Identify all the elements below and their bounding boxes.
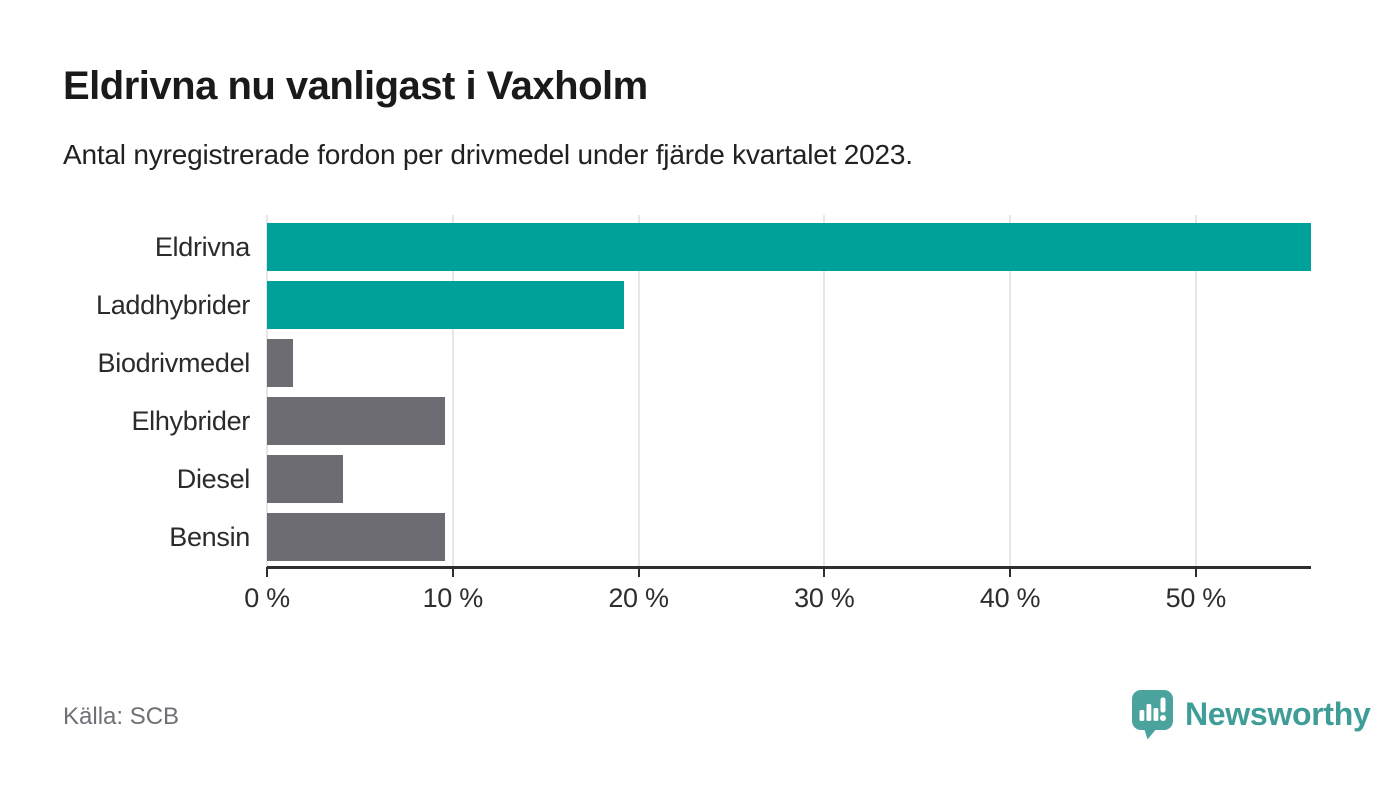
x-tick-label-10%: 10 % <box>422 583 484 613</box>
x-axis-tick <box>1194 567 1197 577</box>
x-tick-label-20%: 20 % <box>608 583 669 613</box>
newsworthy-logo-icon <box>1132 690 1173 740</box>
bar-bensin <box>267 513 446 561</box>
x-tick-label-50%: 50 % <box>1165 583 1227 613</box>
x-axis-tick <box>266 567 268 577</box>
bar-elhybrider <box>267 397 446 445</box>
gridline-40% <box>1009 215 1012 567</box>
category-label-biodrivmedel: Biodrivmedel <box>97 347 251 378</box>
bar-laddhybrider <box>267 281 624 329</box>
page-title: Eldrivna nu vanligast i Vaxholm <box>63 64 648 108</box>
category-label-diesel: Diesel <box>176 463 251 494</box>
category-label-laddhybrider: Laddhybrider <box>95 289 250 320</box>
gridline-30% <box>823 215 826 567</box>
category-label-elhybrider: Elhybrider <box>131 405 250 436</box>
x-tick-label-30%: 30 % <box>794 583 855 613</box>
gridline-10% <box>451 215 454 567</box>
brand-logo: Newsworthy <box>1131 689 1371 740</box>
x-tick-label-0%: 0 % <box>244 583 290 613</box>
brand-name: Newsworthy <box>1185 696 1371 732</box>
x-axis-tick <box>823 567 826 577</box>
bar-diesel <box>267 455 344 503</box>
source-label: Källa: SCB <box>63 703 180 730</box>
x-axis-tick <box>451 567 454 577</box>
bar-biodrivmedel <box>267 339 293 387</box>
gridline-0% <box>266 215 268 567</box>
x-tick-label-40%: 40 % <box>979 583 1041 613</box>
category-label-bensin: Bensin <box>169 521 250 552</box>
x-axis-line <box>267 566 1311 569</box>
category-label-eldrivna: Eldrivna <box>154 231 250 262</box>
x-axis-tick <box>637 567 640 577</box>
bar-eldrivna <box>267 223 1311 271</box>
gridline-20% <box>637 215 640 567</box>
chart-subtitle: Antal nyregistrerade fordon per drivmede… <box>63 139 913 170</box>
gridline-50% <box>1194 215 1197 567</box>
x-axis-tick <box>1009 567 1012 577</box>
